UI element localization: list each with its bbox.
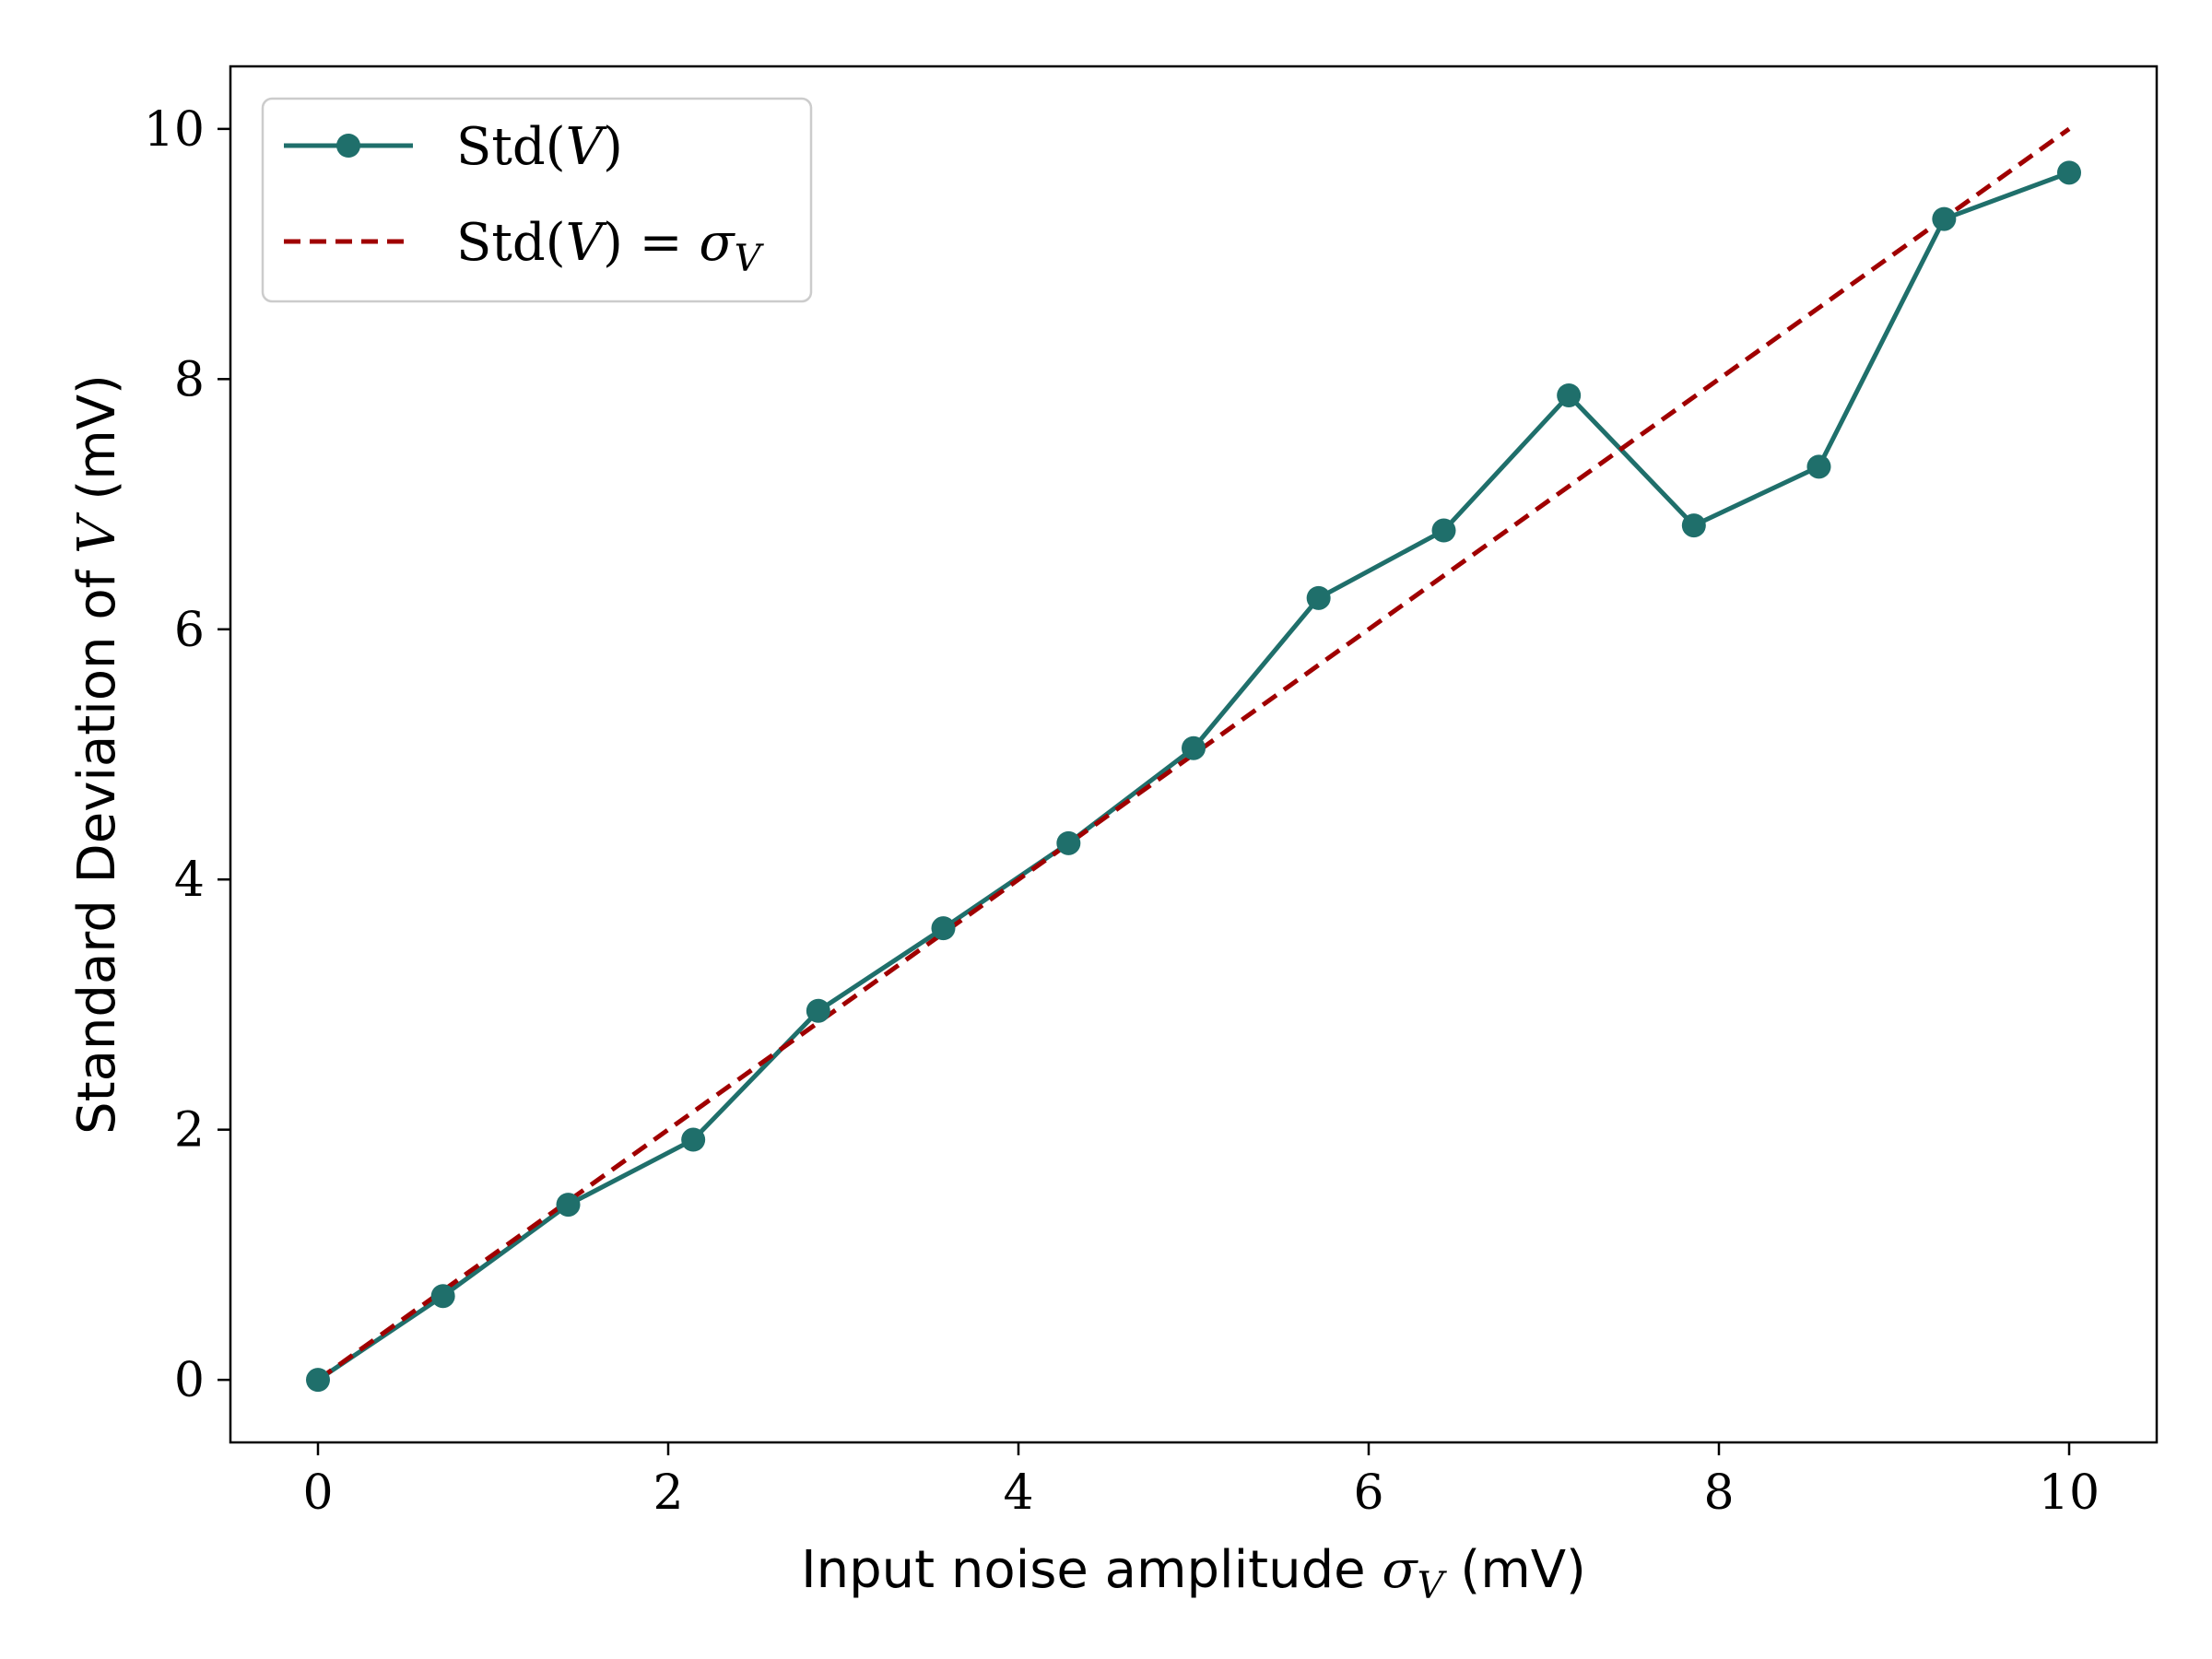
y-tick-label-0: 0: [174, 1353, 205, 1408]
x-tick-label-0: 0: [302, 1465, 333, 1521]
x-axis-label-sigma: σ: [1382, 1540, 1418, 1600]
x-ticks: 0 2 4 6 8 10: [302, 1442, 2100, 1521]
legend-entry-identity-sub: V: [735, 238, 765, 280]
legend-box: [261, 97, 813, 303]
y-tick-label-5: 10: [144, 102, 205, 158]
x-axis-label-sub: V: [1418, 1565, 1448, 1607]
y-axis-label-post: (mV): [67, 374, 127, 516]
series-std-point-5: [931, 916, 956, 941]
x-tick-label-1: 2: [653, 1465, 683, 1521]
series-std-point-7: [1182, 735, 1206, 760]
y-axis-label-sym: V: [67, 512, 127, 554]
legend-entry-identity-sigma: σ: [699, 213, 735, 273]
x-axis-label: Input noise amplitude σV (mV): [801, 1540, 1586, 1607]
x-tick-label-3: 6: [1353, 1465, 1383, 1521]
x-axis-label-post: (mV): [1444, 1540, 1586, 1600]
legend-entry-identity-post: ) =: [603, 213, 699, 273]
series-std-point-10: [1557, 382, 1582, 407]
series-std-point-12: [1806, 454, 1831, 479]
series-std-point-0: [306, 1368, 330, 1393]
series-std-point-3: [681, 1127, 706, 1152]
series-std-point-2: [556, 1193, 581, 1218]
legend-entry-std-sym: V: [566, 117, 608, 177]
y-ticks: 0 2 4 6 8 10: [144, 102, 230, 1408]
legend-entry-std-post: ): [603, 117, 623, 177]
series-std-point-14: [2057, 160, 2081, 185]
x-tick-label-4: 8: [1703, 1465, 1734, 1521]
y-axis-label-pre: Standard Deviation of: [67, 554, 127, 1135]
x-tick-label-2: 4: [1003, 1465, 1033, 1521]
legend-entry-identity-sym: V: [566, 213, 608, 273]
plot-area: 0 2 4 6 8 10 0 2 4 6 8 10: [144, 65, 2159, 1521]
legend-entry-std-pre: Std(: [456, 117, 566, 177]
legend-entry-identity-pre: Std(: [456, 213, 566, 273]
y-tick-label-1: 2: [174, 1103, 205, 1159]
series-std-point-4: [806, 998, 830, 1023]
legend: Std(V) Std(V) = σV: [261, 97, 813, 303]
y-tick-label-4: 8: [174, 352, 205, 407]
axes-frame: [229, 65, 2159, 1444]
legend-marker-std: [336, 134, 360, 158]
series-std-point-9: [1431, 518, 1456, 543]
legend-entry-identity: Std(V) = σV: [456, 213, 765, 280]
legend-entry-std: Std(V): [456, 117, 623, 177]
series-layer: [306, 126, 2081, 1393]
series-std-line: [316, 171, 2070, 1382]
x-axis-label-pre: Input noise amplitude: [801, 1540, 1382, 1600]
series-std-point-8: [1306, 585, 1331, 610]
series-std-point-11: [1681, 513, 1706, 538]
y-tick-label-3: 6: [174, 603, 205, 658]
series-std-point-6: [1056, 830, 1081, 855]
series-identity-line: [316, 126, 2071, 1382]
x-tick-label-5: 10: [2039, 1465, 2100, 1521]
series-std-point-13: [1932, 206, 1957, 231]
y-axis-label: Standard Deviation of V (mV): [67, 374, 127, 1135]
series-std-point-1: [430, 1284, 455, 1309]
y-tick-label-2: 4: [174, 853, 205, 908]
